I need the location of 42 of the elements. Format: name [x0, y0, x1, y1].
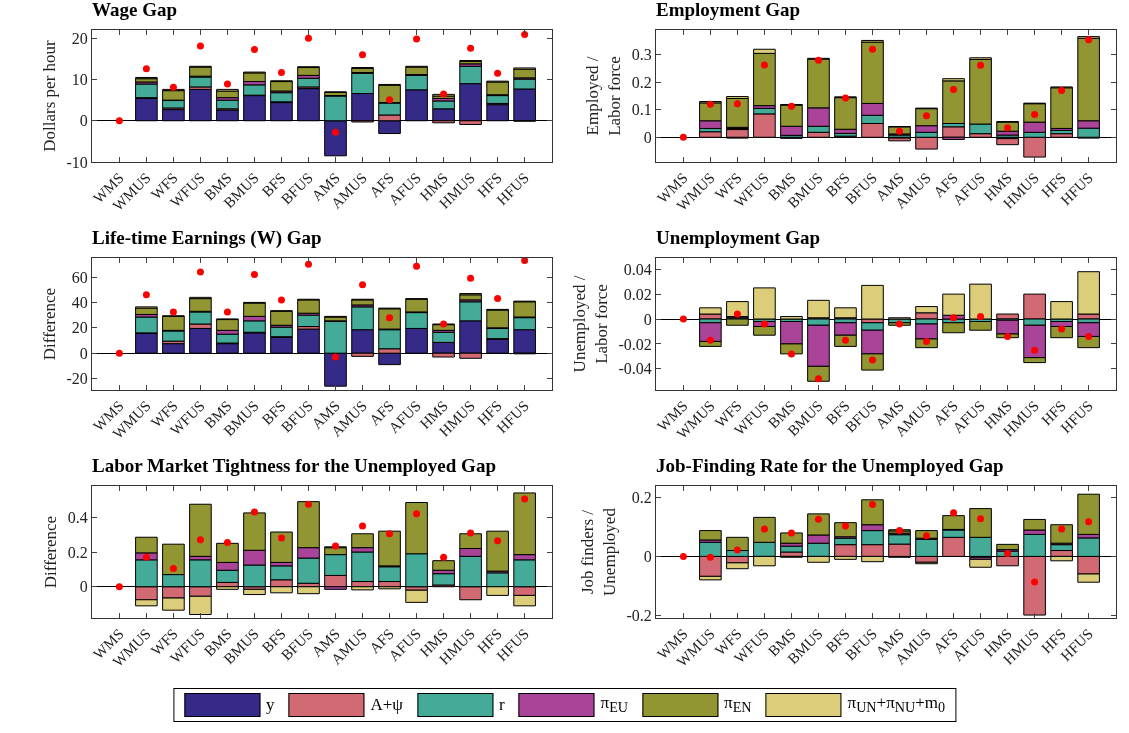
chart-title: Employment Gap [656, 0, 801, 20]
y-tick-label: -10 [66, 153, 88, 171]
y-tick-label: 0 [79, 112, 88, 130]
y-axis-title: Difference [41, 515, 61, 589]
y-tick-label: 0.3 [631, 46, 652, 64]
y-tick-label: 40 [71, 294, 88, 312]
y-tick-label: 0 [643, 548, 652, 565]
legend-label: π$_{UN}$+π$_{NU}$+m$_{0}$ [847, 693, 946, 717]
chart-title: Job-Finding Rate for the Unemployed Gap [656, 454, 1004, 476]
chart-title: Life-time Earnings (W) Gap [92, 226, 322, 249]
y-tick-label: -0.2 [626, 606, 652, 624]
y-tick-label: 10 [71, 71, 88, 89]
y-tick-label: -0.04 [618, 360, 652, 378]
y-tick-label: 0.1 [631, 101, 652, 119]
y-axis-title: Employed / Labor force [583, 56, 625, 136]
chart-title: Unemployment Gap [656, 226, 821, 248]
y-axis-title: Job finders / Unemployed [577, 507, 620, 596]
y-tick-label: 0.02 [623, 285, 652, 303]
y-axis-title: Difference [40, 287, 60, 361]
y-tick-label: 20 [71, 319, 88, 337]
y-tick-label: 0 [79, 578, 88, 596]
legend-label: π$_{EN}$ [724, 693, 752, 717]
chart-title: Labor Market Tightness for the Unemployed Gap [92, 454, 496, 476]
y-tick-label: -20 [66, 370, 88, 388]
chart-title: Wage Gap [92, 0, 177, 20]
y-tick-label: 0 [79, 344, 88, 362]
y-tick-label: 0 [643, 128, 652, 146]
legend-label: r [498, 695, 505, 715]
y-tick-label: 0.2 [631, 489, 652, 507]
legend-label: A+ψ [370, 695, 403, 715]
y-tick-label: 0.2 [67, 543, 88, 561]
legend-label: π$_{EU}$ [600, 693, 629, 717]
y-tick-label: 20 [71, 29, 88, 47]
y-tick-label: 0.4 [67, 508, 88, 526]
y-tick-label: 0.04 [623, 260, 652, 278]
y-axis-title: Dollars per hour [40, 39, 60, 152]
y-tick-label: 60 [71, 268, 88, 286]
legend-label: y [265, 695, 275, 715]
y-axis-title: Unemployed / Labor force [569, 275, 612, 373]
y-tick-label: -0.02 [618, 335, 652, 353]
y-tick-label: 0.2 [631, 73, 652, 91]
y-tick-label: 0 [643, 310, 652, 328]
